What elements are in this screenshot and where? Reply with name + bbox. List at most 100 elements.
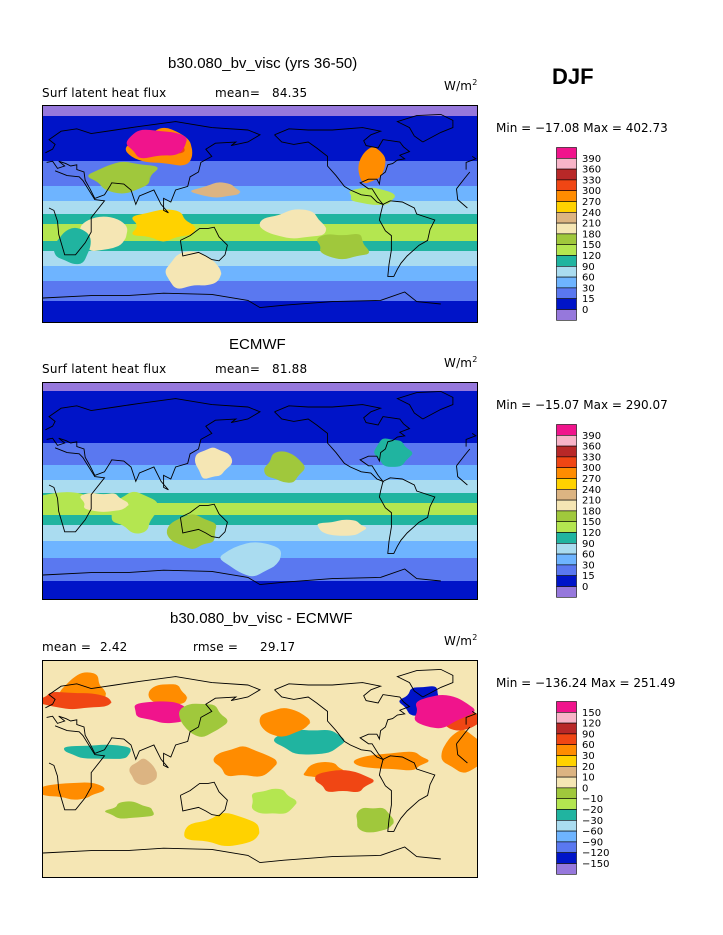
contour-band [43,214,477,224]
colorbar-swatch [556,276,577,289]
contour-region [80,493,130,512]
panel-3-colorbar: 150 120 90 60 30 20 10 0 −10 −20 −30 −60 −90 −120 −150 [556,701,626,884]
contour-region [356,807,395,833]
panel-3-mean-value: 2.42 [100,640,128,654]
panel-3-map-svg [43,661,477,877]
contour-region [374,438,415,467]
season-label: DJF [552,64,594,89]
coastline [378,755,436,832]
contour-region [126,129,187,159]
contour-band [43,480,477,493]
contour-region [353,751,432,771]
contour-band [43,251,477,266]
coastline [378,200,436,277]
colorbar-tick-label: 180 [582,229,601,240]
coastline [45,676,477,769]
colorbar-tick-label: 390 [582,431,601,442]
colorbar-swatch [556,586,577,598]
contour-band [43,241,477,251]
coastline [274,127,411,206]
contour-region [315,770,377,793]
colorbar-swatch [556,467,577,479]
contour-region [349,187,397,206]
colorbar-swatch [556,222,577,235]
coastline [179,503,228,539]
colorbar-tick-label: 0 [582,305,588,316]
coastline [43,291,441,309]
contour-band [43,465,477,480]
colorbar-swatch [556,244,577,256]
contour-region [63,744,131,759]
colorbar-swatch [556,575,577,587]
colorbar-swatch [556,309,577,321]
colorbar-tick-label: 0 [582,582,588,593]
colorbar-tick-label: 330 [582,175,601,186]
colorbar-swatch [556,701,577,713]
colorbar-tick-label: 60 [582,740,595,751]
colorbar-tick-label: 240 [582,208,601,219]
panel-2-min-value: −15.07 [535,398,580,412]
colorbar-tick-label: 300 [582,186,601,197]
contour-band [43,581,477,599]
contour-band [43,116,477,161]
colorbar-swatch [556,298,577,310]
colorbar-swatch [556,456,577,469]
panel-1-colorbar: 390 360 330 300 270 240 210 180 150 120 90 60 30 15 0 [556,147,626,330]
colorbar-swatch [556,424,577,436]
contour-region [179,703,231,737]
units-base: W/m [444,634,473,648]
colorbar-swatch [556,564,577,576]
contour-region [220,542,282,577]
colorbar-swatch [556,830,577,843]
coastline [274,404,411,483]
colorbar-swatch [556,543,577,555]
panel-1-units: W/m2 [444,78,478,93]
panel-2-mean-label: mean= [215,362,261,376]
coastline [48,447,471,533]
contour-region [166,514,217,549]
panel-2-units: W/m2 [444,355,478,370]
colorbar-swatch [556,809,577,821]
contour-region [43,691,112,710]
colorbar-tick-label: −120 [582,848,609,859]
colorbar-swatch [556,435,577,447]
colorbar-tick-label: 30 [582,751,595,762]
panel-3-max-value: 251.49 [633,676,676,690]
contour-band [43,301,477,322]
contour-region [441,730,477,773]
panel-3-units: W/m2 [444,633,478,648]
coastline [45,398,477,491]
colorbar-tick-label: 180 [582,506,601,517]
colorbar-tick-label: −10 [582,794,603,805]
colorbar-tick-label: 270 [582,474,601,485]
contour-region [317,234,370,260]
panel-1-min-value: −17.08 [535,121,580,135]
colorbar-tick-label: 120 [582,528,601,539]
contour-region [194,447,234,479]
contour-region [317,519,368,536]
contour-region [53,227,91,265]
colorbar-swatch [556,712,577,724]
colorbar-swatch [556,147,577,159]
colorbar-tick-label: −60 [582,827,603,838]
panel-1-title: b30.080_bv_visc (yrs 36-50) [168,55,358,72]
colorbar-tick-label: 240 [582,485,601,496]
colorbar-swatch [556,499,577,512]
contour-region [191,182,241,198]
contour-region [184,813,260,847]
colorbar-swatch [556,489,577,501]
panel-2-min-label: Min = [496,398,532,412]
panel-2-max-label: Max = [583,398,622,412]
colorbar-tick-label: 360 [582,165,601,176]
colorbar-swatch [556,733,577,746]
colorbar-tick-label: 0 [582,783,588,794]
units-base: W/m [444,79,473,93]
contour-region [88,161,158,194]
colorbar-swatch [556,722,577,735]
colorbar-tick-label: 90 [582,539,595,550]
colorbar-tick-label: −150 [582,859,609,870]
colorbar-swatch [556,776,577,789]
colorbar-tick-label: 10 [582,773,595,784]
contour-region [259,209,327,239]
